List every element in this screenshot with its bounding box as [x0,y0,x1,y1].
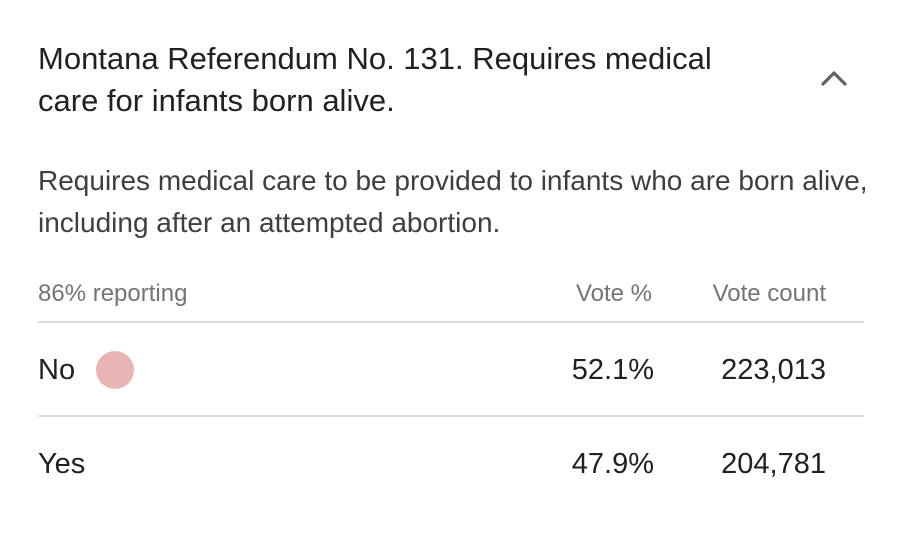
header-divider [38,321,864,323]
option-label: No [38,354,76,386]
option-label: Yes [38,448,86,480]
vote-pct-column-header: Vote % [575,280,652,307]
vote-count: 204,781 [721,448,826,480]
measure-title: Montana Referendum No. 131. Requires med… [38,41,712,118]
vote-count-column-header: Vote count [712,280,826,307]
result-row-no: No 52.1% 223,013 [38,338,864,398]
vote-percentage: 47.9% [571,448,654,480]
vote-percentage: 52.1% [571,354,654,386]
chevron-up-icon [821,71,847,86]
vote-count: 223,013 [721,354,826,386]
row-divider [38,415,864,417]
measure-description: Requires medical care to be provided to … [38,165,868,238]
results-table-header: 86% reporting Vote % Vote count [38,276,864,312]
collapse-button[interactable] [812,58,856,98]
reporting-status: 86% reporting [38,280,188,307]
result-row-yes: Yes 47.9% 204,781 [38,432,864,492]
winner-dot-icon [96,351,134,389]
